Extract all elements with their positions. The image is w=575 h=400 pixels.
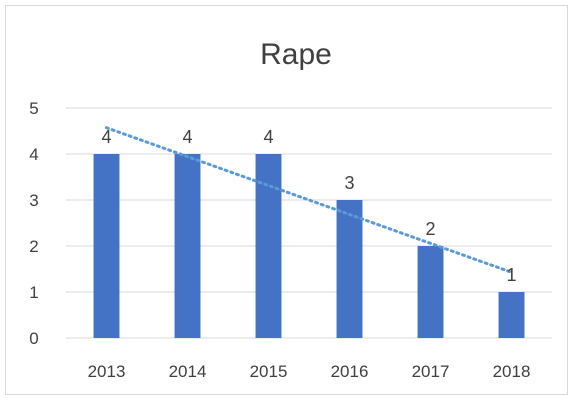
bar — [93, 154, 120, 338]
y-tick-label: 4 — [29, 145, 38, 164]
bars — [93, 154, 525, 338]
x-tick-label: 2017 — [412, 362, 450, 381]
x-tick-label: 2015 — [250, 362, 288, 381]
y-tick-label: 0 — [29, 329, 38, 348]
bar — [336, 200, 363, 338]
y-tick-label: 1 — [29, 283, 38, 302]
y-tick-label: 3 — [29, 191, 38, 210]
bar — [255, 154, 282, 338]
x-tick-label: 2016 — [331, 362, 369, 381]
bar — [174, 154, 201, 338]
data-labels: 4 4 4 3 2 1 — [101, 127, 516, 285]
data-label: 3 — [344, 173, 354, 193]
data-label: 4 — [101, 127, 111, 147]
data-label: 2 — [425, 219, 435, 239]
bar — [417, 246, 444, 338]
bar — [498, 292, 525, 338]
y-axis-ticks: 0 1 2 3 4 5 — [29, 99, 38, 348]
data-label: 1 — [506, 265, 516, 285]
data-label: 4 — [263, 127, 273, 147]
chart-title: Rape — [260, 38, 332, 71]
x-tick-label: 2013 — [88, 362, 126, 381]
y-tick-label: 2 — [29, 237, 38, 256]
gridlines — [66, 107, 552, 339]
x-tick-label: 2018 — [493, 362, 531, 381]
y-tick-label: 5 — [29, 99, 38, 118]
trendline-path — [105, 126, 513, 274]
data-label: 4 — [182, 127, 192, 147]
x-tick-label: 2014 — [169, 362, 207, 381]
trendline — [105, 126, 513, 274]
x-axis-ticks: 2013 2014 2015 2016 2017 2018 — [88, 362, 531, 381]
